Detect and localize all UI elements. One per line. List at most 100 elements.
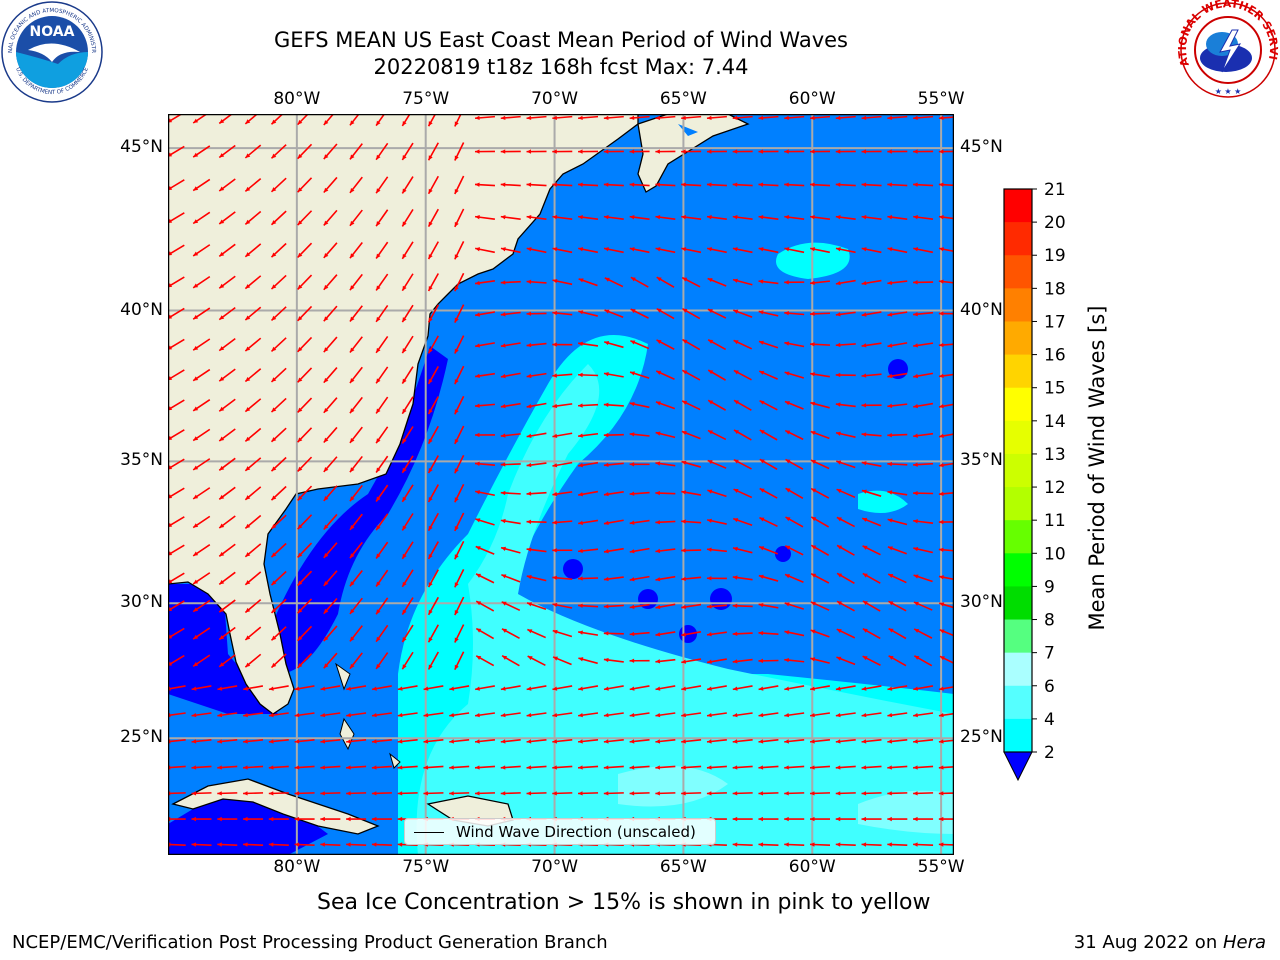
wave-arrow [401, 273, 414, 292]
wave-arrow [835, 149, 856, 154]
wave-arrow [810, 572, 830, 584]
wave-arrow [578, 310, 598, 317]
wave-arrow [270, 367, 287, 383]
wave-arrow [527, 628, 546, 639]
wave-arrow [244, 398, 262, 413]
ocean-6-8s-field [416, 364, 954, 855]
wave-arrow [913, 311, 934, 317]
wave-arrow [244, 177, 262, 193]
wave-arrow [681, 149, 702, 154]
wave-arrow [603, 340, 624, 349]
lon-label-bottom: 70°W [531, 857, 579, 877]
colorbar-tick-label: 6 [1044, 677, 1055, 697]
wave-arrow [454, 454, 465, 474]
wave-arrow [861, 517, 882, 527]
wave-arrow [862, 627, 881, 640]
wave-arrow [320, 842, 341, 847]
wave-arrow [913, 462, 934, 467]
wave-arrow [655, 548, 676, 554]
lat-label-left: 30°N [120, 592, 163, 613]
wave-arrow [603, 462, 624, 468]
wave-arrow [500, 546, 521, 554]
wave-arrow [785, 487, 804, 499]
wave-arrow [629, 215, 650, 221]
wave-arrow [454, 425, 465, 445]
wave-arrow [474, 115, 496, 121]
wave-arrow [500, 433, 521, 438]
wave-arrow [375, 366, 389, 384]
wave-arrow [938, 115, 954, 121]
lat-label-left: 25°N [120, 727, 163, 748]
wave-arrow [913, 685, 934, 691]
wave-arrow [371, 685, 392, 691]
colorbar-band [1004, 189, 1032, 223]
wave-arrow [454, 512, 465, 532]
wave-arrow [707, 369, 726, 381]
wave-arrow [349, 541, 363, 559]
wave-arrow [349, 484, 363, 502]
colorbar-tick-label: 17 [1044, 312, 1066, 332]
wave-arrow [835, 182, 856, 187]
wave-arrow [526, 765, 547, 770]
wave-arrow [784, 602, 804, 610]
wave-arrow [218, 178, 236, 192]
wave-arrow [346, 816, 367, 822]
wave-arrow [732, 739, 753, 744]
wave-arrow [861, 816, 882, 822]
wave-arrow [454, 651, 465, 671]
wave-arrow [401, 396, 414, 415]
wave-arrow [294, 685, 315, 691]
wave-arrow [733, 399, 752, 411]
wave-arrow [552, 520, 573, 525]
wave-arrow [397, 685, 418, 691]
lon-label-bottom: 65°W [659, 857, 707, 877]
lat-label-right: 45°N [960, 137, 1003, 158]
wave-arrow [218, 626, 236, 641]
lat-label-right: 30°N [960, 592, 1003, 613]
wave-arrow [552, 629, 573, 638]
wave-arrow [244, 114, 259, 125]
wave-arrow [681, 685, 702, 691]
wave-arrow [192, 627, 211, 640]
wave-arrow [397, 791, 418, 796]
colorbar-band [1004, 652, 1032, 687]
colorbar-tick-label: 16 [1044, 346, 1066, 366]
wave-arrow [297, 652, 313, 669]
wave-arrow [938, 712, 954, 718]
wave-arrow [603, 739, 624, 744]
lon-label-top: 70°W [531, 89, 579, 109]
wave-arrow [810, 247, 830, 254]
wave-arrow [784, 310, 805, 316]
wave-arrow [474, 712, 495, 718]
wave-arrow [733, 458, 752, 470]
wave-arrow [861, 461, 882, 467]
wave-arrow [784, 182, 805, 187]
wave-arrow [500, 739, 521, 744]
wave-arrow [500, 712, 521, 718]
wave-arrow [500, 685, 521, 691]
wave-arrow [810, 544, 830, 556]
wave-arrow [218, 428, 236, 442]
wave-arrow [192, 544, 211, 557]
wave-arrow [244, 243, 262, 258]
lat-label-right: 25°N [960, 727, 1003, 748]
wave-arrow [297, 485, 313, 502]
lon-label-top: 75°W [402, 89, 450, 109]
wave-arrow [192, 244, 211, 257]
wave-arrow [427, 596, 439, 616]
wave-arrow [243, 816, 264, 822]
legend-line-swatch [414, 832, 444, 833]
wave-arrow [349, 273, 363, 291]
wave-arrow [449, 791, 470, 796]
wave-arrow [862, 655, 881, 666]
wave-arrow [349, 366, 363, 384]
wave-arrow [244, 210, 262, 225]
wave-arrow [758, 545, 779, 555]
wave-arrow [861, 765, 882, 770]
wave-arrow [681, 765, 702, 770]
wave-arrow [578, 712, 599, 718]
wave-arrow [578, 548, 599, 554]
wave-arrow [375, 209, 389, 227]
wave-arrow [655, 791, 676, 796]
wave-arrow [371, 791, 392, 796]
